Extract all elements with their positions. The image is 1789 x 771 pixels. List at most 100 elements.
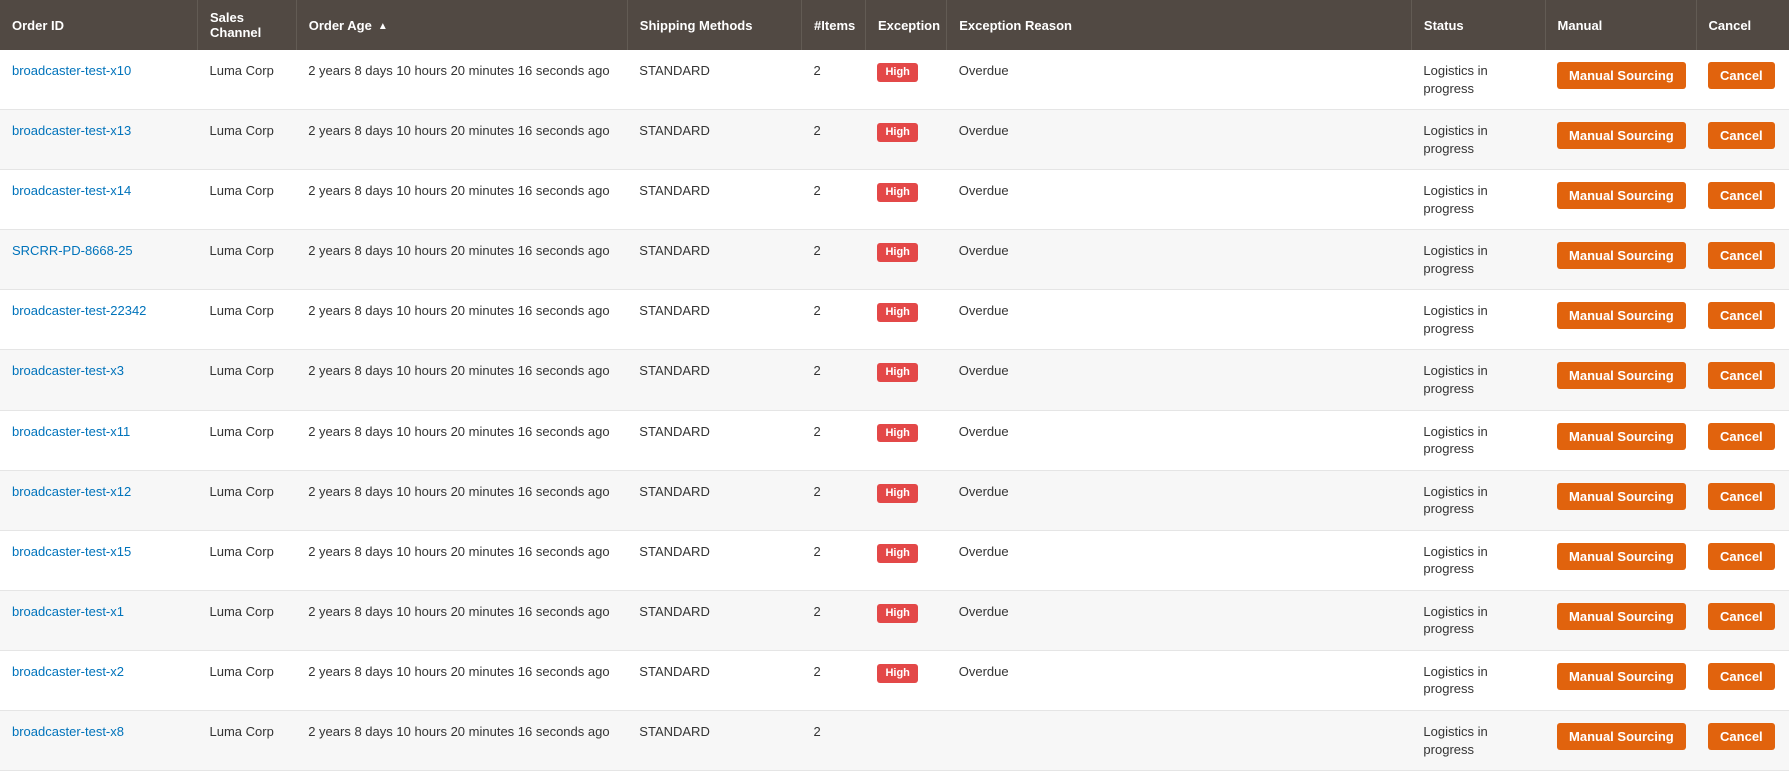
cell-items: 2 xyxy=(802,530,866,590)
cell-order-age: 2 years 8 days 10 hours 20 minutes 16 se… xyxy=(296,650,627,710)
col-header-status[interactable]: Status xyxy=(1411,0,1545,50)
order-id-link[interactable]: broadcaster-test-x8 xyxy=(12,724,124,739)
cell-sales-channel: Luma Corp xyxy=(197,290,296,350)
manual-sourcing-button[interactable]: Manual Sourcing xyxy=(1557,723,1686,750)
cancel-button[interactable]: Cancel xyxy=(1708,483,1775,510)
manual-sourcing-button[interactable]: Manual Sourcing xyxy=(1557,182,1686,209)
col-header-exception[interactable]: Exception xyxy=(865,0,946,50)
manual-sourcing-button[interactable]: Manual Sourcing xyxy=(1557,423,1686,450)
cell-exception-reason: Overdue xyxy=(947,470,1412,530)
cell-shipping-method: STANDARD xyxy=(627,470,801,530)
cell-items: 2 xyxy=(802,230,866,290)
order-id-link[interactable]: broadcaster-test-x3 xyxy=(12,363,124,378)
cancel-button[interactable]: Cancel xyxy=(1708,663,1775,690)
exception-badge: High xyxy=(877,484,917,503)
exception-badge: High xyxy=(877,604,917,623)
cell-shipping-method: STANDARD xyxy=(627,711,801,771)
cell-items: 2 xyxy=(802,350,866,410)
cancel-button[interactable]: Cancel xyxy=(1708,302,1775,329)
cell-order-age: 2 years 8 days 10 hours 20 minutes 16 se… xyxy=(296,230,627,290)
cancel-button[interactable]: Cancel xyxy=(1708,242,1775,269)
orders-table: Order ID Sales Channel Order Age▲Shipping … xyxy=(0,0,1789,771)
table-row: broadcaster-test-22342Luma Corp2 years 8… xyxy=(0,290,1789,350)
manual-sourcing-button[interactable]: Manual Sourcing xyxy=(1557,362,1686,389)
table-header-row: Order ID Sales Channel Order Age▲Shipping … xyxy=(0,0,1789,50)
cancel-button[interactable]: Cancel xyxy=(1708,62,1775,89)
table-row: broadcaster-test-x15Luma Corp2 years 8 d… xyxy=(0,530,1789,590)
col-header-items[interactable]: #Items xyxy=(802,0,866,50)
cell-status: Logistics in progress xyxy=(1411,170,1545,230)
cell-sales-channel: Luma Corp xyxy=(197,590,296,650)
cell-status: Logistics in progress xyxy=(1411,410,1545,470)
col-header-order_id[interactable]: Order ID xyxy=(0,0,197,50)
cell-status: Logistics in progress xyxy=(1411,290,1545,350)
cell-order-age: 2 years 8 days 10 hours 20 minutes 16 se… xyxy=(296,711,627,771)
col-header-label: #Items xyxy=(814,18,855,33)
exception-badge: High xyxy=(877,303,917,322)
cell-cancel: Cancel xyxy=(1696,470,1789,530)
cancel-button[interactable]: Cancel xyxy=(1708,122,1775,149)
col-header-cancel[interactable]: Cancel xyxy=(1696,0,1789,50)
col-header-label: Sales Channel xyxy=(210,10,261,40)
cancel-button[interactable]: Cancel xyxy=(1708,723,1775,750)
col-header-age[interactable]: Order Age▲ xyxy=(296,0,627,50)
cell-manual: Manual Sourcing xyxy=(1545,290,1696,350)
table-row: broadcaster-test-x14Luma Corp2 years 8 d… xyxy=(0,170,1789,230)
cancel-button[interactable]: Cancel xyxy=(1708,362,1775,389)
order-id-link[interactable]: broadcaster-test-x2 xyxy=(12,664,124,679)
order-id-link[interactable]: broadcaster-test-x14 xyxy=(12,183,131,198)
manual-sourcing-button[interactable]: Manual Sourcing xyxy=(1557,543,1686,570)
cancel-button[interactable]: Cancel xyxy=(1708,182,1775,209)
col-header-reason[interactable]: Exception Reason xyxy=(947,0,1412,50)
cell-cancel: Cancel xyxy=(1696,410,1789,470)
manual-sourcing-button[interactable]: Manual Sourcing xyxy=(1557,302,1686,329)
cell-exception-reason: Overdue xyxy=(947,290,1412,350)
col-header-label: Exception xyxy=(878,18,940,33)
cell-status: Logistics in progress xyxy=(1411,650,1545,710)
cell-sales-channel: Luma Corp xyxy=(197,530,296,590)
cell-cancel: Cancel xyxy=(1696,170,1789,230)
cell-sales-channel: Luma Corp xyxy=(197,230,296,290)
cell-order-age: 2 years 8 days 10 hours 20 minutes 16 se… xyxy=(296,590,627,650)
cell-exception: High xyxy=(865,530,946,590)
manual-sourcing-button[interactable]: Manual Sourcing xyxy=(1557,122,1686,149)
cell-status: Logistics in progress xyxy=(1411,530,1545,590)
manual-sourcing-button[interactable]: Manual Sourcing xyxy=(1557,483,1686,510)
order-id-link[interactable]: SRCRR-PD-8668-25 xyxy=(12,243,133,258)
cancel-button[interactable]: Cancel xyxy=(1708,543,1775,570)
cell-sales-channel: Luma Corp xyxy=(197,110,296,170)
cell-cancel: Cancel xyxy=(1696,650,1789,710)
cell-items: 2 xyxy=(802,110,866,170)
order-id-link[interactable]: broadcaster-test-x10 xyxy=(12,63,131,78)
cell-order-age: 2 years 8 days 10 hours 20 minutes 16 se… xyxy=(296,350,627,410)
col-header-manual[interactable]: Manual xyxy=(1545,0,1696,50)
cell-items: 2 xyxy=(802,170,866,230)
manual-sourcing-button[interactable]: Manual Sourcing xyxy=(1557,663,1686,690)
cancel-button[interactable]: Cancel xyxy=(1708,603,1775,630)
manual-sourcing-button[interactable]: Manual Sourcing xyxy=(1557,242,1686,269)
order-id-link[interactable]: broadcaster-test-22342 xyxy=(12,303,146,318)
order-id-link[interactable]: broadcaster-test-x1 xyxy=(12,604,124,619)
col-header-channel[interactable]: Sales Channel xyxy=(197,0,296,50)
manual-sourcing-button[interactable]: Manual Sourcing xyxy=(1557,62,1686,89)
order-id-link[interactable]: broadcaster-test-x13 xyxy=(12,123,131,138)
order-id-link[interactable]: broadcaster-test-x12 xyxy=(12,484,131,499)
cell-cancel: Cancel xyxy=(1696,350,1789,410)
cell-exception: High xyxy=(865,230,946,290)
cell-status: Logistics in progress xyxy=(1411,711,1545,771)
col-header-shipping[interactable]: Shipping Methods xyxy=(627,0,801,50)
table-row: broadcaster-test-x10Luma Corp2 years 8 d… xyxy=(0,50,1789,110)
manual-sourcing-button[interactable]: Manual Sourcing xyxy=(1557,603,1686,630)
cell-exception: High xyxy=(865,290,946,350)
order-id-link[interactable]: broadcaster-test-x11 xyxy=(12,424,130,439)
exception-badge: High xyxy=(877,664,917,683)
cell-cancel: Cancel xyxy=(1696,110,1789,170)
cell-sales-channel: Luma Corp xyxy=(197,470,296,530)
col-header-label: Order ID xyxy=(12,18,64,33)
cancel-button[interactable]: Cancel xyxy=(1708,423,1775,450)
exception-badge: High xyxy=(877,243,917,262)
cell-exception-reason xyxy=(947,711,1412,771)
order-id-link[interactable]: broadcaster-test-x15 xyxy=(12,544,131,559)
col-header-label: Cancel xyxy=(1709,18,1752,33)
exception-badge: High xyxy=(877,424,917,443)
